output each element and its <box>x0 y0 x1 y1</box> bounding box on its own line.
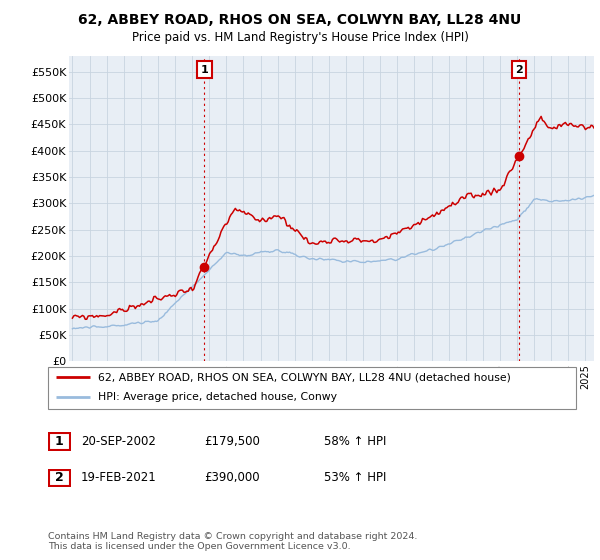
Text: 53% ↑ HPI: 53% ↑ HPI <box>324 472 386 484</box>
Text: 20-SEP-2002: 20-SEP-2002 <box>81 435 156 448</box>
Text: Contains HM Land Registry data © Crown copyright and database right 2024.: Contains HM Land Registry data © Crown c… <box>48 532 418 541</box>
Text: 2: 2 <box>55 472 64 484</box>
Text: 1: 1 <box>200 65 208 74</box>
Text: 19-FEB-2021: 19-FEB-2021 <box>81 472 157 484</box>
Text: 2: 2 <box>515 65 523 74</box>
Text: 62, ABBEY ROAD, RHOS ON SEA, COLWYN BAY, LL28 4NU (detached house): 62, ABBEY ROAD, RHOS ON SEA, COLWYN BAY,… <box>98 372 511 382</box>
Text: 1: 1 <box>55 435 64 448</box>
FancyBboxPatch shape <box>49 433 70 450</box>
FancyBboxPatch shape <box>49 470 70 486</box>
FancyBboxPatch shape <box>48 367 576 409</box>
Text: 62, ABBEY ROAD, RHOS ON SEA, COLWYN BAY, LL28 4NU: 62, ABBEY ROAD, RHOS ON SEA, COLWYN BAY,… <box>79 13 521 27</box>
Text: 58% ↑ HPI: 58% ↑ HPI <box>324 435 386 448</box>
Text: HPI: Average price, detached house, Conwy: HPI: Average price, detached house, Conw… <box>98 392 337 402</box>
Text: This data is licensed under the Open Government Licence v3.0.: This data is licensed under the Open Gov… <box>48 542 350 551</box>
Text: £179,500: £179,500 <box>204 435 260 448</box>
Text: £390,000: £390,000 <box>204 472 260 484</box>
Text: Price paid vs. HM Land Registry's House Price Index (HPI): Price paid vs. HM Land Registry's House … <box>131 31 469 44</box>
